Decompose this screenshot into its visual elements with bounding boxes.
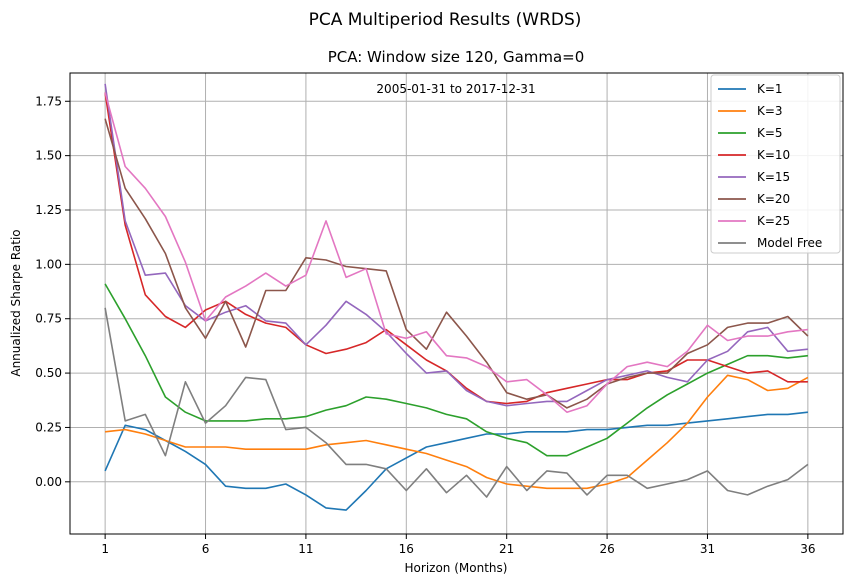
series-line-model-free: [104, 307, 809, 498]
series-line-k-25: [104, 92, 808, 414]
y-tick-label: 1.75: [35, 94, 62, 108]
legend-label: K=20: [757, 192, 790, 206]
y-tick-label: 1.25: [35, 203, 62, 217]
legend-label: K=10: [757, 148, 790, 162]
series-line-k-15: [104, 83, 808, 407]
x-tick-label: 36: [800, 542, 815, 556]
y-tick-label: 1.00: [35, 257, 62, 271]
date-range-annotation: 2005-01-31 to 2017-12-31: [376, 82, 535, 96]
y-tick-label: 0.00: [35, 475, 62, 489]
chart-title: PCA: Window size 120, Gamma=0: [328, 48, 585, 66]
series-lines: [104, 83, 809, 511]
legend-label: K=5: [757, 126, 783, 140]
legend-box: [710, 74, 841, 254]
legend-label: K=15: [757, 170, 790, 184]
legend: K=1 K=3 K=5 K=10 K=15 K=20 K=25 Model Free: [710, 74, 841, 254]
y-axis-ticks: 0.00 0.25 0.50 0.75 1.00 1.25 1.50 1.75: [35, 94, 70, 489]
x-tick-label: 16: [399, 542, 414, 556]
series-line-k-5: [104, 283, 808, 457]
x-tick-label: 6: [202, 542, 210, 556]
series-line-k-3: [105, 374, 809, 490]
figure-suptitle: PCA Multiperiod Results (WRDS): [309, 10, 582, 30]
legend-label: K=25: [757, 214, 790, 228]
x-tick-label: 21: [499, 542, 514, 556]
legend-label: Model Free: [757, 236, 822, 250]
plot-frame: [69, 72, 844, 535]
x-tick-label: 11: [298, 542, 313, 556]
y-tick-label: 0.25: [35, 420, 62, 434]
y-tick-label: 0.75: [35, 312, 62, 326]
y-axis-label: Annualized Sharpe Ratio: [9, 229, 23, 376]
series-line-k-20: [104, 118, 809, 409]
x-axis-ticks: 1 6 11 16 21 26 31 36: [101, 534, 816, 556]
legend-label: K=3: [757, 104, 783, 118]
y-tick-label: 0.50: [35, 366, 62, 380]
series-line-k-1: [104, 411, 808, 511]
legend-label: K=1: [757, 82, 783, 96]
x-tick-label: 31: [700, 542, 715, 556]
y-tick-label: 1.50: [35, 149, 62, 163]
x-axis-label: Horizon (Months): [405, 561, 508, 575]
x-tick-label: 1: [101, 542, 109, 556]
x-tick-label: 26: [599, 542, 614, 556]
